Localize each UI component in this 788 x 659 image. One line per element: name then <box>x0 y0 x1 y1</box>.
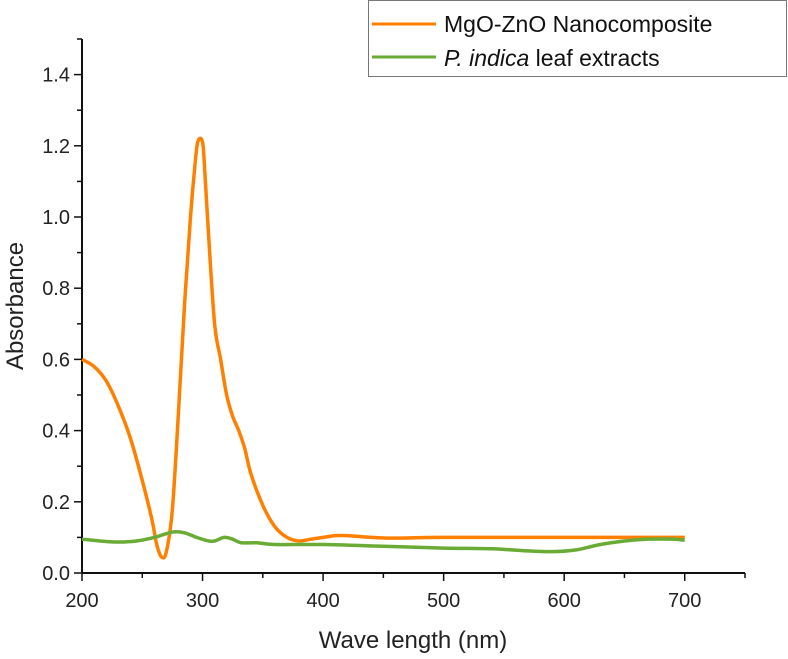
x-tick-label: 500 <box>427 590 460 612</box>
y-tick-label: 0.0 <box>42 563 70 585</box>
y-axis-title: Absorbance <box>2 242 29 370</box>
legend-label-mgo-zno: MgO-ZnO Nanocomposite <box>444 11 712 37</box>
x-tick-label: 600 <box>547 590 580 612</box>
x-tick-label: 400 <box>306 590 339 612</box>
x-tick-label: 300 <box>186 590 219 612</box>
legend-label-rest: leaf extracts <box>529 45 659 71</box>
y-tick-label: 1.4 <box>42 65 70 87</box>
x-tick-label: 200 <box>65 590 98 612</box>
series-lines <box>81 136 685 560</box>
y-tick-label: 0.4 <box>42 421 70 443</box>
y-tick-label: 1.2 <box>42 136 70 158</box>
y-tick-label: 0.6 <box>42 349 70 371</box>
legend-box <box>368 0 787 77</box>
y-tick-label: 0.2 <box>42 492 70 514</box>
x-axis-title: Wave length (nm) <box>319 627 508 654</box>
x-tick-label: 700 <box>668 590 701 612</box>
legend: MgO-ZnO Nanocomposite P. indica leaf ext… <box>368 0 787 77</box>
legend-label-species: P. indica <box>444 45 529 71</box>
y-tick-label: 0.8 <box>42 278 70 300</box>
series-line-mgo-zno <box>81 136 685 560</box>
series-line-p-indica <box>81 529 685 554</box>
axes: 200 300 400 500 600 700 0.0 0.2 0.4 0.6 0.8 1.0 1.2 1… <box>42 38 746 612</box>
y-tick-label: 1.0 <box>42 207 70 229</box>
legend-label-p-indica: P. indica leaf extracts <box>444 45 660 71</box>
